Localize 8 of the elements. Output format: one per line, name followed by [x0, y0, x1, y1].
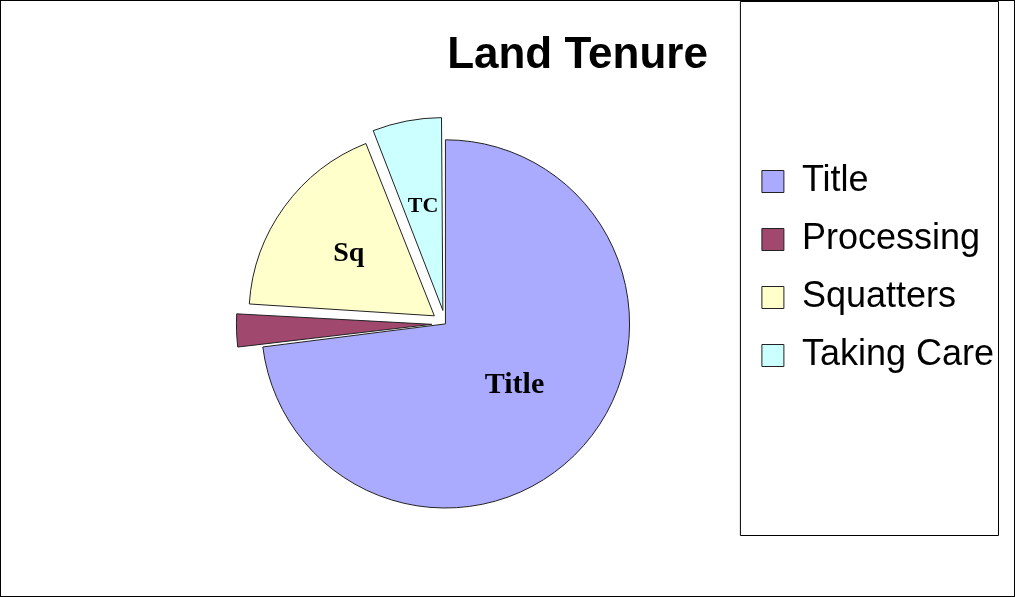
data-label: Title — [484, 365, 545, 399]
text: Land Tenure — [447, 27, 708, 77]
legend-label: Title — [801, 158, 869, 200]
legend-label: Squatters — [801, 274, 956, 316]
legend-label: Processing — [801, 216, 980, 258]
legend-label: Taking Care — [801, 332, 994, 374]
data-label: TC — [407, 192, 439, 218]
data-label: Sq — [333, 235, 365, 267]
